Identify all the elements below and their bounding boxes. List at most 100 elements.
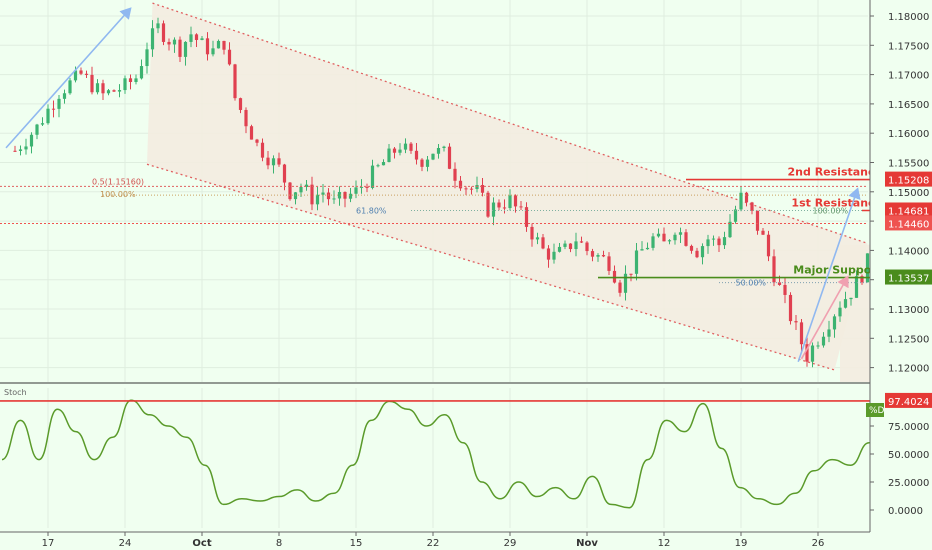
- price-tick-label-4: 1.16000: [888, 129, 929, 140]
- candle-body-125: [700, 246, 705, 258]
- candle-body-93: [524, 207, 529, 227]
- candle-body-62: [354, 187, 358, 194]
- candle-body-148: [827, 329, 831, 337]
- candle-body-33: [194, 34, 199, 40]
- candle-body-44: [255, 139, 259, 143]
- stoch-value-box: [885, 392, 932, 408]
- candle-body-136: [761, 230, 765, 235]
- candle-body-25: [150, 28, 155, 50]
- candle-body-79: [447, 146, 452, 169]
- price-tick-label-3: 1.16500: [888, 100, 929, 111]
- candle-body-132: [739, 192, 743, 210]
- level-value-3: 1.13537: [888, 274, 929, 285]
- candle-body-85: [480, 184, 485, 193]
- candle-body-154: [860, 276, 864, 283]
- candle-body-78: [442, 146, 446, 148]
- candle-body-130: [728, 221, 732, 238]
- candle-body-122: [684, 232, 688, 246]
- candle-body-142: [794, 321, 798, 323]
- candle-body-65: [370, 165, 375, 188]
- candle-body-67: [381, 162, 386, 166]
- candle-body-94: [530, 226, 534, 240]
- price-tick-label-6: 1.15000: [888, 188, 929, 199]
- candle-body-28: [167, 41, 171, 45]
- candle-body-139: [777, 282, 782, 285]
- candle-body-37: [216, 40, 221, 49]
- stochastic-panel: Stoch: [0, 382, 907, 509]
- candle-body-70: [398, 149, 402, 153]
- candle-body-58: [332, 198, 336, 200]
- candle-body-143: [799, 322, 804, 345]
- candle-body-48: [277, 158, 281, 165]
- candle-body-50: [288, 182, 292, 200]
- candle-body-8: [57, 98, 61, 109]
- time-tick-label-10: 26: [812, 538, 825, 549]
- candle-body-83: [469, 188, 474, 190]
- candle-body-69: [392, 148, 397, 153]
- candle-body-21: [128, 78, 133, 82]
- price-tick-label-1: 1.17500: [888, 41, 929, 52]
- candle-body-99: [557, 246, 562, 252]
- stoch-tick-label-0: 75.0000: [888, 422, 929, 433]
- candle-body-36: [211, 48, 215, 55]
- candle-body-152: [849, 297, 853, 300]
- candle-body-0: [13, 150, 17, 152]
- candle-body-100: [563, 243, 567, 247]
- price-tick-label-2: 1.17000: [888, 71, 929, 82]
- candle-body-96: [541, 237, 545, 249]
- candle-body-35: [205, 38, 210, 55]
- candle-body-9: [62, 93, 67, 99]
- candle-body-121: [678, 232, 683, 235]
- candle-body-141: [788, 294, 793, 322]
- candle-body-13: [84, 73, 89, 75]
- candle-body-32: [189, 34, 193, 42]
- level-value-0: 1.15208: [888, 176, 929, 187]
- candle-body-17: [106, 90, 111, 94]
- candle-body-57: [326, 192, 331, 200]
- time-tick-label-3: 8: [276, 538, 282, 549]
- uptrend-arrow-blue: [5, 7, 132, 149]
- level-value-box-0: [885, 171, 932, 187]
- candle-body-4: [35, 124, 39, 135]
- candle-body-15: [95, 83, 100, 93]
- candle-body-123: [689, 245, 694, 251]
- stoch-legend-label: %D: [869, 406, 885, 416]
- fib-100-annotation: 100.00%: [100, 190, 136, 199]
- candle-body-108: [607, 256, 611, 271]
- candle-body-146: [816, 345, 820, 347]
- candle-body-41: [238, 98, 243, 110]
- candle-body-61: [348, 193, 353, 199]
- time-tick-label-6: 29: [504, 538, 517, 549]
- candle-body-126: [706, 239, 710, 247]
- candle-body-24: [145, 49, 149, 67]
- candle-body-7: [51, 108, 56, 110]
- fibonacci-annotations: 0.5(1.15160) 100.00% 61.80% 100.00% 50.00%: [92, 177, 848, 287]
- second-resistance-label: 2nd Resistance: [788, 166, 882, 179]
- stoch-value: 97.4024: [888, 397, 929, 408]
- candle-body-54: [310, 184, 314, 205]
- candle-body-74: [420, 159, 424, 167]
- candle-body-11: [73, 70, 78, 81]
- candle-body-134: [750, 202, 754, 211]
- candle-body-73: [414, 150, 419, 160]
- candle-body-127: [711, 238, 716, 240]
- stoch-tick-label-3: 0.0000: [888, 506, 923, 517]
- candle-body-6: [46, 108, 50, 124]
- candle-body-18: [112, 90, 116, 92]
- candle-body-3: [29, 134, 34, 147]
- candle-body-42: [244, 109, 248, 127]
- candle-body-19: [117, 90, 122, 92]
- candle-body-137: [766, 234, 771, 257]
- candle-body-107: [601, 255, 606, 257]
- candle-body-116: [651, 236, 655, 248]
- price-tick-label-5: 1.15500: [888, 159, 929, 170]
- candle-body-38: [222, 40, 226, 50]
- candle-body-124: [695, 250, 699, 258]
- candle-body-14: [90, 74, 94, 93]
- candle-body-43: [249, 126, 254, 140]
- candle-body-89: [502, 207, 507, 209]
- stoch-d-line: [1, 399, 907, 509]
- fib-50-support-annotation: 50.00%: [736, 279, 767, 288]
